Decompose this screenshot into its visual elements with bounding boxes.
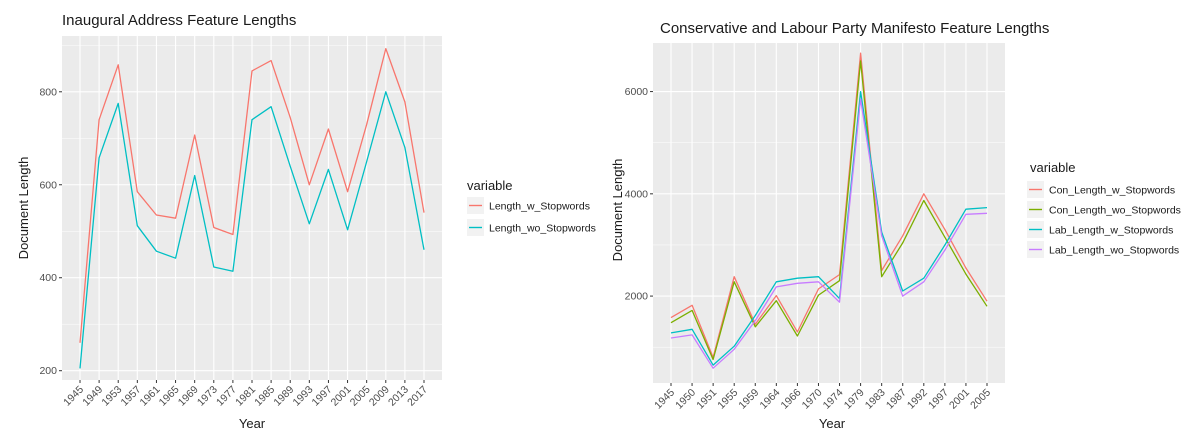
chart2-x-tick-label: 1970 — [800, 387, 825, 412]
chart1-x-tick-label: 1945 — [61, 384, 86, 409]
chart2-title: Conservative and Labour Party Manifesto … — [660, 20, 1049, 37]
chart2-legend-label: Lab_Length_w_Stopwords — [1049, 225, 1173, 237]
chart2-legend-label: Lab_Length_wo_Stopwords — [1049, 245, 1179, 257]
chart1-x-tick-label: 1977 — [214, 384, 239, 409]
chart1-y-tick-label: 400 — [39, 272, 57, 284]
chart2-series-line-1 — [670, 52, 988, 359]
chart1-x-tick-label: 2001 — [329, 384, 354, 409]
chart2-y-tick-label: 6000 — [625, 86, 649, 98]
chart1-x-axis-title: Year — [239, 416, 266, 431]
chart2-panel — [653, 43, 1005, 383]
chart1-x-tick-label: 1973 — [195, 384, 220, 409]
chart2-y-tick-label: 2000 — [625, 291, 649, 303]
chart1-x-tick-label: 1953 — [99, 384, 124, 409]
chart1-x-tick-label: 1997 — [310, 384, 335, 409]
chart1-x-tick-label: 2013 — [386, 384, 411, 409]
chart2-x-axis-title: Year — [819, 416, 846, 431]
chart2-x-tick-label: 1966 — [779, 387, 804, 412]
chart2-series-line-3 — [670, 90, 988, 366]
chart1-x-tick-label: 2017 — [405, 384, 430, 409]
chart1-y-tick-label: 600 — [39, 179, 57, 191]
chart1-title: Inaugural Address Feature Lengths — [62, 12, 296, 29]
manifesto-chart: Conservative and Labour Party Manifesto … — [610, 20, 1181, 431]
chart1-x-tick-label: 1985 — [252, 384, 277, 409]
chart2-x-tick-label: 1979 — [842, 387, 867, 412]
chart2-x-tick-label: 2005 — [968, 387, 993, 412]
chart2-x-tick-label: 1964 — [757, 387, 782, 412]
chart2-x-tick-label: 1959 — [736, 387, 761, 412]
chart2-legend-label: Con_Length_w_Stopwords — [1049, 185, 1175, 197]
inaugural-chart: Inaugural Address Feature Lengths 200 400… — [16, 12, 596, 431]
chart1-y-tick-label: 800 — [39, 86, 57, 98]
chart1-legend-label: Length_w_Stopwords — [489, 201, 590, 213]
chart2-y-axis-title: Document Length — [610, 159, 625, 262]
chart2-legend-title: variable — [1030, 160, 1076, 175]
chart2-x-tick-label: 1992 — [905, 387, 930, 412]
chart1-x-tick-label: 1949 — [80, 384, 105, 409]
chart1-series-line-2 — [79, 91, 425, 369]
chart1-x-tick-label: 1965 — [157, 384, 182, 409]
chart1-x-tick-label: 1957 — [118, 384, 143, 409]
chart2-x-tick-label: 1945 — [652, 387, 677, 412]
chart2-x-tick-label: 1950 — [673, 387, 698, 412]
chart1-legend: variable Length_w_Stopwords Length_wo_Sto… — [467, 178, 596, 236]
chart2-x-tick-label: 1955 — [715, 387, 740, 412]
chart1-legend-label: Length_wo_Stopwords — [489, 223, 596, 235]
chart2-legend: variable Con_Length_w_Stopwords Con_Lengt… — [1027, 160, 1181, 258]
chart2-x-tick-label: 1951 — [694, 387, 719, 412]
chart2-series-line-4 — [670, 98, 988, 369]
chart1-x-tick-label: 1989 — [271, 384, 296, 409]
chart2-y-tick-label: 4000 — [625, 188, 649, 200]
chart1-x-tick-label: 2009 — [367, 384, 392, 409]
chart1-x-tick-label: 1993 — [290, 384, 315, 409]
chart1-legend-title: variable — [467, 178, 513, 193]
chart1-x-tick-label: 2005 — [348, 384, 373, 409]
chart1-y-tick-label: 200 — [39, 365, 57, 377]
chart2-legend-label: Con_Length_wo_Stopwords — [1049, 205, 1181, 217]
chart1-x-tick-label: 1961 — [138, 384, 163, 409]
chart1-x-tick-label: 1981 — [233, 384, 258, 409]
chart2-x-tick-label: 1983 — [863, 387, 888, 412]
chart2-x-tick-label: 2001 — [947, 387, 972, 412]
chart2-x-tick-label: 1974 — [821, 387, 846, 412]
chart2-x-tick-label: 1987 — [884, 387, 909, 412]
chart1-x-tick-label: 1969 — [176, 384, 201, 409]
chart1-series-line-1 — [79, 47, 425, 343]
chart1-y-axis-title: Document Length — [16, 157, 31, 260]
chart2-x-tick-label: 1997 — [926, 387, 951, 412]
